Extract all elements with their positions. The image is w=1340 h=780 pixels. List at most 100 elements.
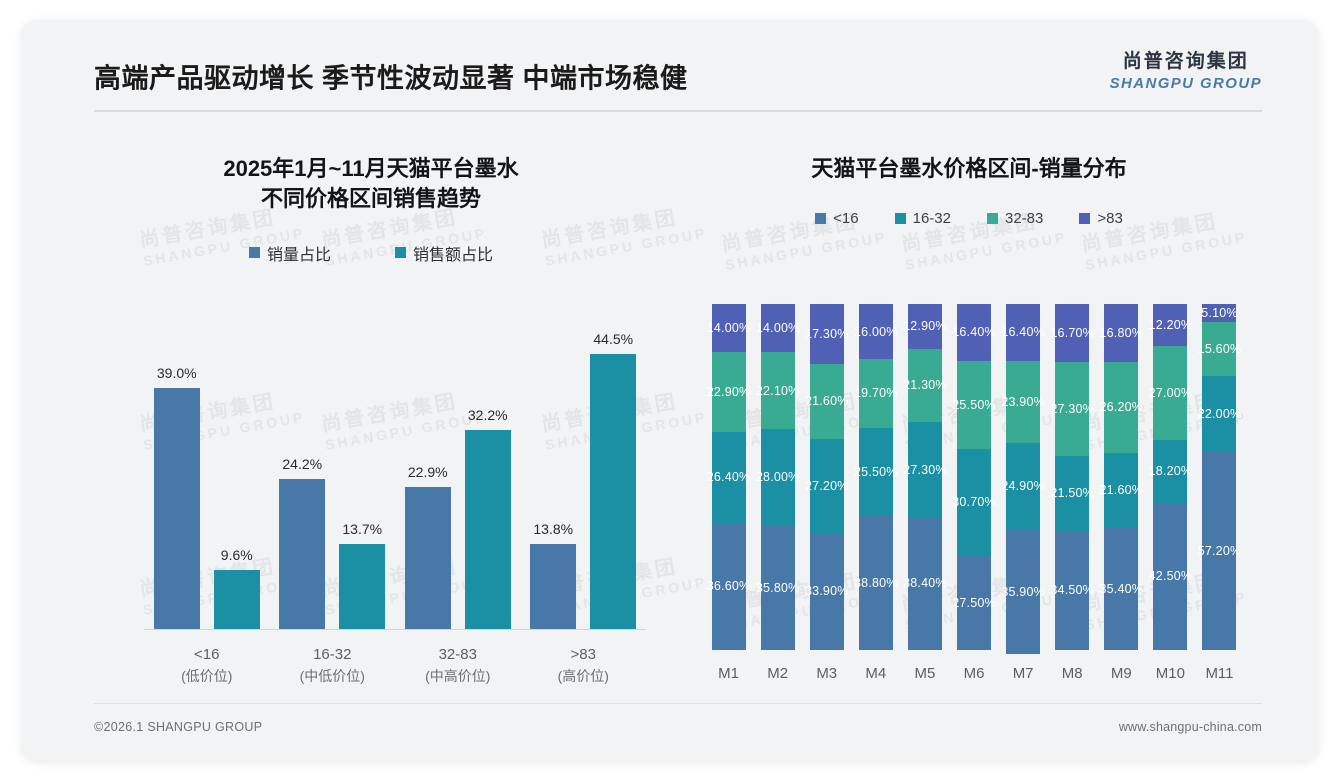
legend-item-16-32[interactable]: 16-32 [894,210,951,227]
legend-label: <16 [833,210,859,228]
segment-value-label: 34.50% [1050,583,1095,598]
stacked-segment-16-32-M8[interactable]: 21.50% [1050,456,1094,531]
segment-value-label: 16.70% [1050,325,1095,340]
stacked-bar-M5[interactable]: 12.90% 21.30% 27.30% 38.40% [903,304,947,650]
stacked-segment-32-83-M9[interactable]: 26.20% [1100,362,1143,453]
stacked-segment-16-32-M3[interactable]: 27.20% [805,438,848,533]
stacked-segment-<16-M3[interactable]: 33.90% [805,532,848,650]
grouped-bar-x-axis: <16 (低价位) 16-32 (中低价位) 32-83 (中高价位) >83 (高价位) [144,634,646,692]
stacked-segment->83-M9[interactable]: 16.80% [1100,304,1143,363]
stacked-segment-<16-M1[interactable]: 36.60% [707,523,750,650]
segment-value-label: 16.80% [1099,326,1144,341]
chart-title-left-line2: 不同价格区间销售趋势 [260,186,481,212]
stacked-segment-32-83-M4[interactable]: 19.70% [854,359,897,428]
stacked-segment-32-83-M7[interactable]: 23.90% [1001,360,1045,444]
bar-销量占比-16-32[interactable]: 24.2% [279,456,326,629]
stacked-segment-16-32-M5[interactable]: 27.30% [903,422,947,517]
legend-item->83[interactable]: >83 [1079,210,1123,228]
stacked-segment-16-32-M9[interactable]: 21.60% [1100,452,1143,528]
stacked-segment-<16-M9[interactable]: 35.40% [1100,527,1143,650]
stacked-segment-16-32-M7[interactable]: 24.90% [1001,443,1045,530]
stacked-segment->83-M7[interactable]: 16.40% [1001,304,1045,361]
stacked-segment-<16-M11[interactable]: 57.20% [1198,451,1241,650]
bar-销售额占比-32-83[interactable]: 32.2% [464,407,511,629]
stacked-segment-32-83-M8[interactable]: 27.30% [1050,361,1094,457]
stacked-segment-<16-M6[interactable]: 27.50% [952,555,996,651]
stacked-bar-column-M11: 5.10% 15.60% 22.00% 57.20% [1195,304,1244,650]
stacked-segment->83-M3[interactable]: 17.30% [805,304,848,364]
stacked-segment-32-83-M1[interactable]: 22.90% [707,352,750,432]
stacked-segment-32-83-M2[interactable]: 22.10% [756,352,799,429]
legend-item-<16[interactable]: <16 [815,210,859,228]
stacked-segment-16-32-M11[interactable]: 22.00% [1198,375,1241,452]
stacked-bar-M11[interactable]: 5.10% 15.60% 22.00% 57.20% [1198,304,1241,650]
stacked-segment->83-M1[interactable]: 14.00% [707,304,750,353]
stacked-segment-32-83-M6[interactable]: 25.50% [952,360,996,449]
stacked-bar-M2[interactable]: 14.00% 22.10% 28.00% 35.80% [756,304,799,650]
stacked-segment-16-32-M4[interactable]: 25.50% [854,427,897,516]
stacked-bar-M1[interactable]: 14.00% 22.90% 26.40% 36.60% [707,304,750,650]
stacked-bar-M4[interactable]: 16.00% 19.70% 25.50% 38.80% [854,304,897,650]
stacked-segment-32-83-M5[interactable]: 21.30% [903,348,947,423]
stacked-segment-<16-M4[interactable]: 38.80% [854,515,897,650]
bar-销量占比-<16[interactable]: 39.0% [153,365,200,629]
legend-label: >83 [1097,210,1123,228]
x-axis-tick-M6: M6 [963,665,985,682]
segment-value-label: 27.00% [1148,385,1193,400]
bar-销售额占比-16-32[interactable]: 13.7% [339,521,386,629]
stacked-segment-16-32-M10[interactable]: 18.20% [1149,439,1192,503]
segment-value-label: 35.80% [755,580,800,595]
stacked-bar-M7[interactable]: 16.40% 23.90% 24.90% 35.90% [1001,304,1045,654]
stacked-bar-M8[interactable]: 16.70% 27.30% 21.50% 34.50% [1050,304,1094,650]
stacked-segment->83-M8[interactable]: 16.70% [1050,304,1094,362]
x-axis-tick-label: >83 [570,646,596,663]
legend-swatch-icon [894,213,906,225]
bar-销量占比-32-83[interactable]: 22.9% [404,464,451,629]
brand-name-en: SHANGPU GROUP [1109,75,1262,92]
bar-销售额占比-<16[interactable]: 9.6% [213,547,260,629]
footer-website[interactable]: www.shangpu-china.com [1118,720,1262,734]
stacked-segment-<16-M10[interactable]: 42.50% [1149,502,1192,650]
slide-header: 高端产品驱动增长 季节性波动显著 中端市场稳健 尚普咨询集团 SHANGPU G… [22,20,1318,112]
legend-swatch-icon [395,247,406,259]
segment-value-label: 28.00% [755,470,800,485]
legend-item-销售额占比[interactable]: 销售额占比 [395,241,493,265]
legend-swatch-icon [987,213,998,225]
stacked-segment->83-M11[interactable]: 5.10% [1201,304,1238,322]
stacked-segment->83-M4[interactable]: 16.00% [854,304,897,360]
stacked-segment-16-32-M1[interactable]: 26.40% [707,431,750,523]
stacked-segment-<16-M7[interactable]: 35.90% [1001,529,1045,654]
x-axis-tick->83: >83 (高价位) [521,634,647,692]
segment-value-label: 36.60% [706,579,751,594]
segment-value-label: 14.00% [706,321,751,336]
stacked-segment->83-M5[interactable]: 12.90% [903,304,947,349]
stacked-segment->83-M10[interactable]: 12.20% [1149,304,1192,347]
stacked-segment-32-83-M10[interactable]: 27.00% [1149,346,1192,440]
stacked-bar-x-axis: M1 M2 M3 M4 M5 M6 M7 M8 M9 M10 M11 [704,654,1244,696]
stacked-bar-M6[interactable]: 16.40% 25.50% 30.70% 27.50% [952,304,996,651]
stacked-segment-<16-M5[interactable]: 38.40% [903,516,947,650]
stacked-segment-32-83-M11[interactable]: 15.60% [1198,321,1241,376]
stacked-bar-M10[interactable]: 12.20% 27.00% 18.20% 42.50% [1149,304,1192,650]
stacked-segment-32-83-M3[interactable]: 21.60% [805,363,848,439]
stacked-segment-16-32-M2[interactable]: 28.00% [756,428,799,526]
segment-value-label: 18.20% [1148,464,1193,479]
stacked-bar-M3[interactable]: 17.30% 21.60% 27.20% 33.90% [805,304,848,650]
stacked-segment-<16-M2[interactable]: 35.80% [756,525,799,650]
bar-销售额占比->83[interactable]: 44.5% [590,331,637,629]
stacked-bar-column-M10: 12.20% 27.00% 18.20% 42.50% [1146,304,1195,650]
legend-item-销量占比[interactable]: 销量占比 [248,241,331,265]
stacked-segment-16-32-M6[interactable]: 30.70% [952,448,996,556]
stacked-segment-<16-M8[interactable]: 34.50% [1050,530,1094,650]
stacked-segment->83-M6[interactable]: 16.40% [952,304,996,361]
bar-销量占比->83[interactable]: 13.8% [530,521,577,629]
stacked-segment->83-M2[interactable]: 14.00% [756,304,799,353]
stacked-bar-M9[interactable]: 16.80% 26.20% 21.60% 35.40% [1100,304,1143,650]
stacked-bar-column-M8: 16.70% 27.30% 21.50% 34.50% [1048,304,1097,650]
page-title: 高端产品驱动增长 季节性波动显著 中端市场稳健 [94,63,688,94]
legend-item-32-83[interactable]: 32-83 [987,210,1043,227]
segment-value-label: 21.60% [804,394,849,409]
x-axis-tick-M9: M9 [1110,665,1132,682]
stacked-bar-column-M3: 17.30% 21.60% 27.20% 33.90% [802,304,851,650]
x-axis-tick-M5: M5 [914,665,936,682]
